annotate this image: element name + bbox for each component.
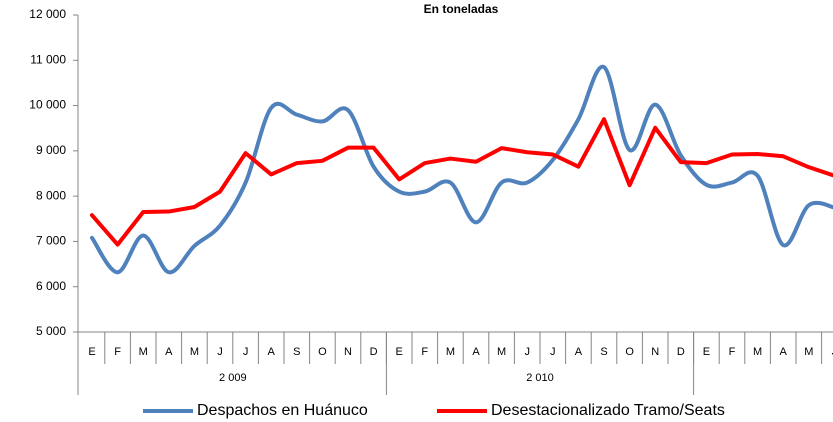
- y-tick-label: 11 000: [30, 52, 66, 66]
- y-tick-label: 6 000: [36, 279, 66, 293]
- series-line: [90, 117, 833, 247]
- x-tick-label: M: [190, 346, 199, 358]
- y-tick-label: 12 000: [29, 7, 66, 21]
- x-tick-label: M: [446, 346, 455, 358]
- chart-title: En toneladas: [424, 2, 499, 16]
- x-tick-label: M: [804, 346, 813, 358]
- x-tick-label: E: [703, 346, 710, 358]
- y-tick-label: 10 000: [29, 98, 66, 112]
- x-tick-label: E: [88, 346, 95, 358]
- x-tick-label: A: [780, 346, 788, 358]
- legend-label: Desestacionalizado Tramo/Seats: [491, 402, 725, 419]
- x-tick-label: J: [832, 346, 833, 358]
- x-tick-label: F: [114, 346, 121, 358]
- x-tick-label: A: [472, 346, 480, 358]
- x-tick-label: M: [753, 346, 762, 358]
- x-tick-label: A: [165, 346, 173, 358]
- legend-label: Despachos en Huánuco: [197, 402, 368, 419]
- x-tick-label: J: [524, 346, 530, 358]
- x-tick-label: D: [677, 346, 685, 358]
- y-tick-label: 9 000: [36, 143, 66, 157]
- x-tick-label: D: [370, 346, 378, 358]
- x-tick-label: M: [139, 346, 148, 358]
- x-tick-label: N: [344, 346, 352, 358]
- series-line: [90, 65, 833, 275]
- group-label: 2 010: [526, 372, 554, 384]
- group-label: 2 009: [219, 372, 247, 384]
- x-tick-label: O: [318, 346, 327, 358]
- x-tick-label: A: [575, 346, 583, 358]
- x-tick-label: E: [396, 346, 403, 358]
- y-tick-label: 7 000: [36, 234, 66, 248]
- x-tick-label: S: [600, 346, 607, 358]
- x-tick-label: J: [243, 346, 249, 358]
- x-tick-label: J: [217, 346, 223, 358]
- x-tick-label: M: [497, 346, 506, 358]
- x-tick-label: F: [421, 346, 428, 358]
- x-tick-label: S: [293, 346, 300, 358]
- x-tick-label: O: [625, 346, 634, 358]
- y-tick-label: 5 000: [36, 324, 66, 338]
- x-tick-label: A: [268, 346, 276, 358]
- x-tick-label: N: [651, 346, 659, 358]
- x-tick-label: J: [550, 346, 556, 358]
- x-tick-label: F: [729, 346, 736, 358]
- y-tick-label: 8 000: [36, 188, 66, 202]
